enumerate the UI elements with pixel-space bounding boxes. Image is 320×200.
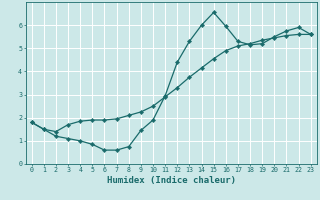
X-axis label: Humidex (Indice chaleur): Humidex (Indice chaleur) <box>107 176 236 185</box>
